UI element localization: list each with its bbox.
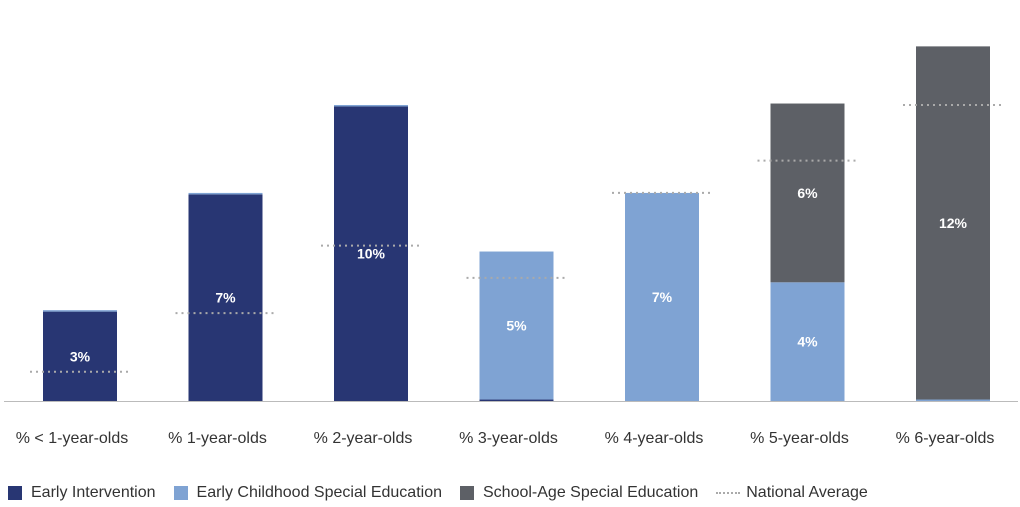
bar-1-3 <box>334 106 408 401</box>
x-tick-label-6: % 5-year-olds <box>750 430 849 447</box>
legend-item-2: Early Childhood Special Education <box>173 484 442 502</box>
bar-2-2 <box>188 192 263 195</box>
bar-2-5 <box>625 192 699 401</box>
x-tick-label-4: % 3-year-olds <box>459 430 558 447</box>
data-label-2-5: 7% <box>652 289 673 305</box>
bar-2-4 <box>479 251 554 400</box>
bar-2-3 <box>334 104 408 107</box>
data-label-1-3: 10% <box>357 246 386 262</box>
x-tick-label-1: % < 1-year-olds <box>16 430 129 447</box>
data-label-2-6: 4% <box>797 334 818 350</box>
bar-2-6 <box>770 282 845 401</box>
legend-label-2: Early Childhood Special Education <box>196 484 442 501</box>
legend-item-national-average: National Average <box>716 484 868 502</box>
bar-2-7 <box>916 399 990 401</box>
legend-label-3: School-Age Special Education <box>483 484 699 501</box>
data-label-1-2: 7% <box>215 290 236 306</box>
bar-1-1 <box>43 311 117 401</box>
bar-2-1 <box>43 310 117 312</box>
x-tick-label-2: % 1-year-olds <box>168 430 267 447</box>
chart-svg: 3% 7% 10% 5% 7% 4% 6% 12% % < 1-year-olds % 1-yea… <box>4 46 1018 447</box>
legend-swatch-1 <box>8 486 22 500</box>
bar-3-6 <box>770 103 845 283</box>
data-label-3-7: 12% <box>939 215 968 231</box>
data-label-1-1: 3% <box>70 348 91 364</box>
legend-label-national-average: National Average <box>746 484 868 501</box>
bar-1-4 <box>479 399 554 401</box>
legend: Early Intervention Early Childhood Specia… <box>8 480 886 506</box>
data-label-3-6: 6% <box>797 185 818 201</box>
legend-label-1: Early Intervention <box>31 484 156 501</box>
x-tick-label-3: % 2-year-olds <box>314 430 413 447</box>
legend-swatch-2 <box>173 486 188 500</box>
legend-swatch-3 <box>460 486 474 500</box>
legend-item-3: School-Age Special Education <box>460 484 698 502</box>
bar-1-2 <box>188 194 263 401</box>
data-label-2-4: 5% <box>506 318 527 334</box>
legend-item-1: Early Intervention <box>8 484 156 502</box>
legend-dotted-line <box>716 492 741 494</box>
x-tick-label-7: % 6-year-olds <box>896 430 995 447</box>
x-tick-label-5: % 4-year-olds <box>605 430 704 447</box>
